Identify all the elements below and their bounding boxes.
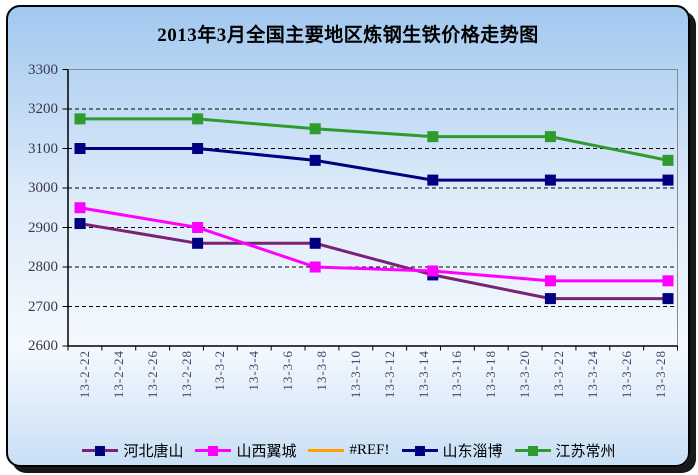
- x-axis-label: 13-3-8: [313, 350, 329, 391]
- x-axis-label: 13-2-24: [110, 350, 126, 399]
- series-marker: [309, 123, 321, 135]
- legend-item[interactable]: 山西翼城: [195, 440, 296, 461]
- x-axis-label: 13-3-28: [652, 350, 668, 399]
- chart-title: 2013年3月全国主要地区炼钢生铁价格走势图: [157, 25, 539, 46]
- x-axis-label: 13-2-28: [178, 350, 194, 399]
- series-line: [79, 206, 668, 283]
- x-axis-label: 13-3-22: [550, 350, 566, 399]
- series-marker: [74, 113, 86, 125]
- legend-item[interactable]: 江苏常州: [514, 440, 616, 461]
- legend-line-sample: [195, 445, 232, 457]
- y-axis-label: 2900: [28, 219, 58, 236]
- legend: 河北唐山 山西翼城 #REF! 山东淄博 江苏常州: [0, 440, 698, 461]
- series-marker: [74, 202, 86, 214]
- x-axis-label: 13-3-2: [212, 350, 228, 391]
- series-marker: [74, 143, 86, 154]
- series-marker: [544, 275, 556, 287]
- y-axis-label: 2700: [28, 298, 58, 315]
- x-axis-label: 13-3-12: [381, 350, 397, 399]
- series-marker: [309, 261, 321, 273]
- legend-label: 河北唐山: [123, 444, 184, 460]
- x-axis-label: 13-3-24: [584, 350, 600, 399]
- plot-border: [67, 69, 678, 347]
- series-marker: [544, 131, 556, 143]
- x-axis-label: 13-3-26: [618, 350, 634, 399]
- x-axis-label: 13-2-26: [144, 350, 160, 399]
- series-marker: [662, 154, 674, 166]
- x-axis-label: 13-2-22: [76, 350, 92, 399]
- series-marker: [192, 222, 204, 233]
- legend-line-sample: [308, 445, 345, 457]
- legend-line-sample: [514, 445, 551, 457]
- x-axis-label: 13-3-10: [347, 350, 363, 399]
- y-axis-label: 2600: [28, 338, 58, 354]
- legend-label: #REF!: [349, 442, 390, 458]
- legend-item[interactable]: 山东淄博: [401, 440, 503, 461]
- series-marker: [544, 293, 556, 305]
- series-line: [79, 222, 668, 301]
- series-marker: [192, 113, 204, 125]
- series-marker: [74, 218, 86, 230]
- series-marker: [427, 131, 439, 143]
- series-line: [80, 117, 669, 162]
- y-axis-label: 3000: [28, 180, 58, 196]
- legend-line-sample: [401, 445, 438, 457]
- series-line: [80, 147, 668, 182]
- y-axis-label: 3200: [28, 101, 58, 117]
- y-axis-label: 3100: [28, 140, 58, 157]
- x-axis-label: 13-3-20: [517, 350, 533, 399]
- series-marker: [662, 275, 674, 287]
- legend-item[interactable]: 河北唐山: [82, 440, 183, 461]
- x-axis-label: 13-3-18: [483, 350, 499, 399]
- legend-label: 江苏常州: [555, 444, 616, 460]
- x-axis-label: 13-3-16: [449, 350, 465, 399]
- series-marker: [192, 143, 204, 154]
- series-marker: [309, 154, 321, 166]
- legend-line-sample: [82, 445, 119, 457]
- series-marker: [192, 237, 204, 249]
- series-marker: [662, 293, 674, 305]
- legend-item[interactable]: #REF!: [308, 442, 390, 459]
- legend-label: 山东淄博: [442, 444, 503, 460]
- chart-card[interactable]: 2013年3月全国主要地区炼钢生铁价格走势图: [6, 5, 690, 467]
- y-axis-label: 3300: [28, 61, 58, 78]
- series-marker: [309, 237, 321, 249]
- y-axis-label: 2800: [28, 259, 58, 275]
- legend-label: 山西翼城: [236, 444, 297, 460]
- series-marker: [662, 174, 674, 186]
- series-marker: [544, 174, 556, 186]
- x-axis-label: 13-3-14: [415, 350, 431, 399]
- series-marker: [427, 174, 439, 186]
- series-marker: [427, 265, 439, 277]
- x-axis-label: 13-3-6: [280, 350, 296, 391]
- x-axis-label: 13-3-4: [246, 350, 262, 391]
